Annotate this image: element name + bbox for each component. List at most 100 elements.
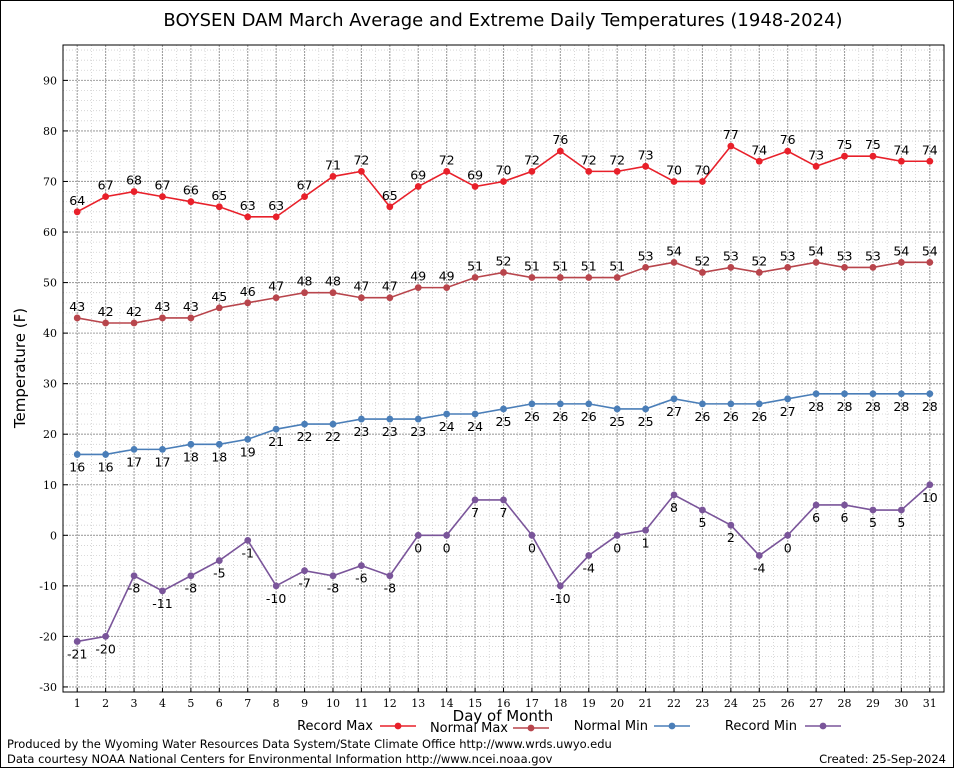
data-point-record-min <box>414 531 422 539</box>
data-point-normal-max <box>897 258 905 266</box>
data-point-normal-max <box>73 314 81 322</box>
data-label-record-min: 8 <box>670 500 678 515</box>
data-label-normal-max: 53 <box>837 248 853 263</box>
x-tick-label: 2 <box>102 697 109 710</box>
data-label-record-max: 69 <box>467 168 483 183</box>
series-record-max: 64 67 68 67 66 65 63 63 67 71 72 65 69 72 69 70 72 76 72 72… <box>69 127 938 221</box>
data-label-record-min: 0 <box>528 540 536 555</box>
data-point-record-min <box>841 501 848 509</box>
data-label-record-max: 74 <box>893 142 909 157</box>
data-label-normal-max: 53 <box>638 248 654 263</box>
data-label-record-max: 72 <box>609 152 625 167</box>
data-label-record-max: 74 <box>751 142 767 157</box>
y-tick-label: -20 <box>39 630 57 643</box>
data-point-record-max <box>73 208 81 216</box>
data-point-normal-max <box>670 258 678 266</box>
data-point-record-min <box>699 506 706 514</box>
x-tick-label: 13 <box>411 697 425 710</box>
data-label-normal-max: 51 <box>467 259 483 274</box>
data-label-normal-max: 51 <box>552 259 568 274</box>
data-point-normal-max <box>755 269 763 276</box>
data-point-normal-min <box>613 405 621 413</box>
y-tick-label: 70 <box>43 175 57 188</box>
data-point-normal-max <box>414 284 422 292</box>
data-label-record-min: 6 <box>841 510 849 525</box>
data-label-normal-max: 47 <box>382 279 398 294</box>
legend-marker-record-max <box>394 722 402 730</box>
data-label-normal-min: 26 <box>694 409 710 424</box>
data-label-record-min: 6 <box>812 510 820 525</box>
data-label-normal-min: 23 <box>410 424 426 439</box>
data-point-record-max <box>386 203 394 211</box>
data-label-normal-max: 53 <box>865 248 881 263</box>
data-point-record-max <box>528 167 536 175</box>
data-label-record-min: 0 <box>443 540 451 555</box>
data-label-record-min: 10 <box>922 490 938 505</box>
data-label-normal-min: 21 <box>268 434 284 449</box>
data-label-record-min: -8 <box>327 581 340 596</box>
data-point-normal-max <box>727 264 735 271</box>
x-tick-label: 11 <box>354 697 368 710</box>
chart-title: BOYSEN DAM March Average and Extreme Dai… <box>163 10 842 31</box>
data-point-normal-max <box>215 304 223 312</box>
data-label-normal-min: 23 <box>382 424 398 439</box>
x-tick-label: 30 <box>894 697 908 710</box>
data-label-record-max: 73 <box>638 147 654 162</box>
series-normal-min: 16 16 17 17 18 18 19 21 22 22 23 23 23 24 24 25 26 26 26 25… <box>69 390 938 474</box>
data-point-record-min <box>556 582 564 590</box>
data-label-record-min: -21 <box>67 646 87 661</box>
x-tick-label: 7 <box>244 697 251 710</box>
x-tick-label: 19 <box>582 697 596 710</box>
data-label-record-max: 69 <box>410 168 426 183</box>
data-point-record-max <box>414 183 422 190</box>
y-axis-ticks: -30 -20 -10 0 10 20 30 40 50 60 70 80 90 <box>39 74 68 694</box>
x-tick-label: 12 <box>383 697 397 710</box>
data-label-record-max: 72 <box>353 152 369 167</box>
x-tick-label: 28 <box>838 697 852 710</box>
data-point-record-min <box>159 587 166 595</box>
data-label-normal-min: 26 <box>723 409 739 424</box>
data-point-normal-min <box>784 395 792 403</box>
series-record-min: -21 -20 -8 -11 -8 -5 -1 -10 -7 -8 -6 -8 0 0 7 7 0 -10 -4 0 1… <box>67 481 938 661</box>
data-point-normal-min <box>812 390 820 398</box>
footer-data-courtesy: Data courtesy NOAA National Centers for … <box>7 752 553 766</box>
x-tick-label: 21 <box>639 697 653 710</box>
x-axis-label: Day of Month <box>453 707 554 725</box>
data-point-record-max <box>130 188 138 195</box>
data-label-record-min: -7 <box>298 576 310 591</box>
data-point-normal-max <box>443 284 451 292</box>
data-label-normal-max: 43 <box>69 299 85 314</box>
x-axis-ticks: 1 2 3 4 5 6 7 8 9 10 11 12 13 14 15 16 17 18 19 20 21 22 23 24 2… <box>74 688 937 710</box>
data-label-normal-min: 18 <box>183 449 199 464</box>
data-point-record-min <box>812 501 820 509</box>
data-point-normal-min <box>414 415 422 423</box>
x-tick-label: 17 <box>525 697 539 710</box>
data-label-normal-min: 28 <box>837 399 853 414</box>
data-point-record-max <box>613 167 621 175</box>
data-label-normal-min: 17 <box>155 454 171 469</box>
data-point-record-max <box>471 183 479 190</box>
data-point-normal-max <box>386 294 394 302</box>
x-tick-label: 3 <box>131 697 138 710</box>
data-label-record-max: 74 <box>922 142 938 157</box>
data-point-normal-max <box>244 299 252 307</box>
data-label-record-max: 70 <box>496 162 512 177</box>
series-normal-max: 43 42 42 43 43 45 46 47 48 48 47 47 49 49 51 52 51 51 51 51… <box>69 243 938 327</box>
data-label-normal-min: 26 <box>552 409 568 424</box>
legend-label-record-max: Record Max <box>297 719 373 734</box>
data-point-record-max <box>926 157 934 165</box>
y-tick-label: 20 <box>43 428 57 441</box>
legend-label-normal-max: Normal Max <box>430 721 508 736</box>
data-label-normal-min: 27 <box>780 404 796 419</box>
data-point-record-min <box>329 572 337 580</box>
data-label-record-max: 70 <box>694 162 710 177</box>
data-label-normal-min: 26 <box>581 409 597 424</box>
data-point-normal-max <box>556 274 564 281</box>
data-label-normal-min: 17 <box>126 454 142 469</box>
x-tick-label: 26 <box>781 697 795 710</box>
data-point-record-max <box>556 147 564 155</box>
data-point-record-max <box>897 157 905 165</box>
data-point-normal-min <box>102 451 110 458</box>
data-point-normal-min <box>500 405 507 413</box>
